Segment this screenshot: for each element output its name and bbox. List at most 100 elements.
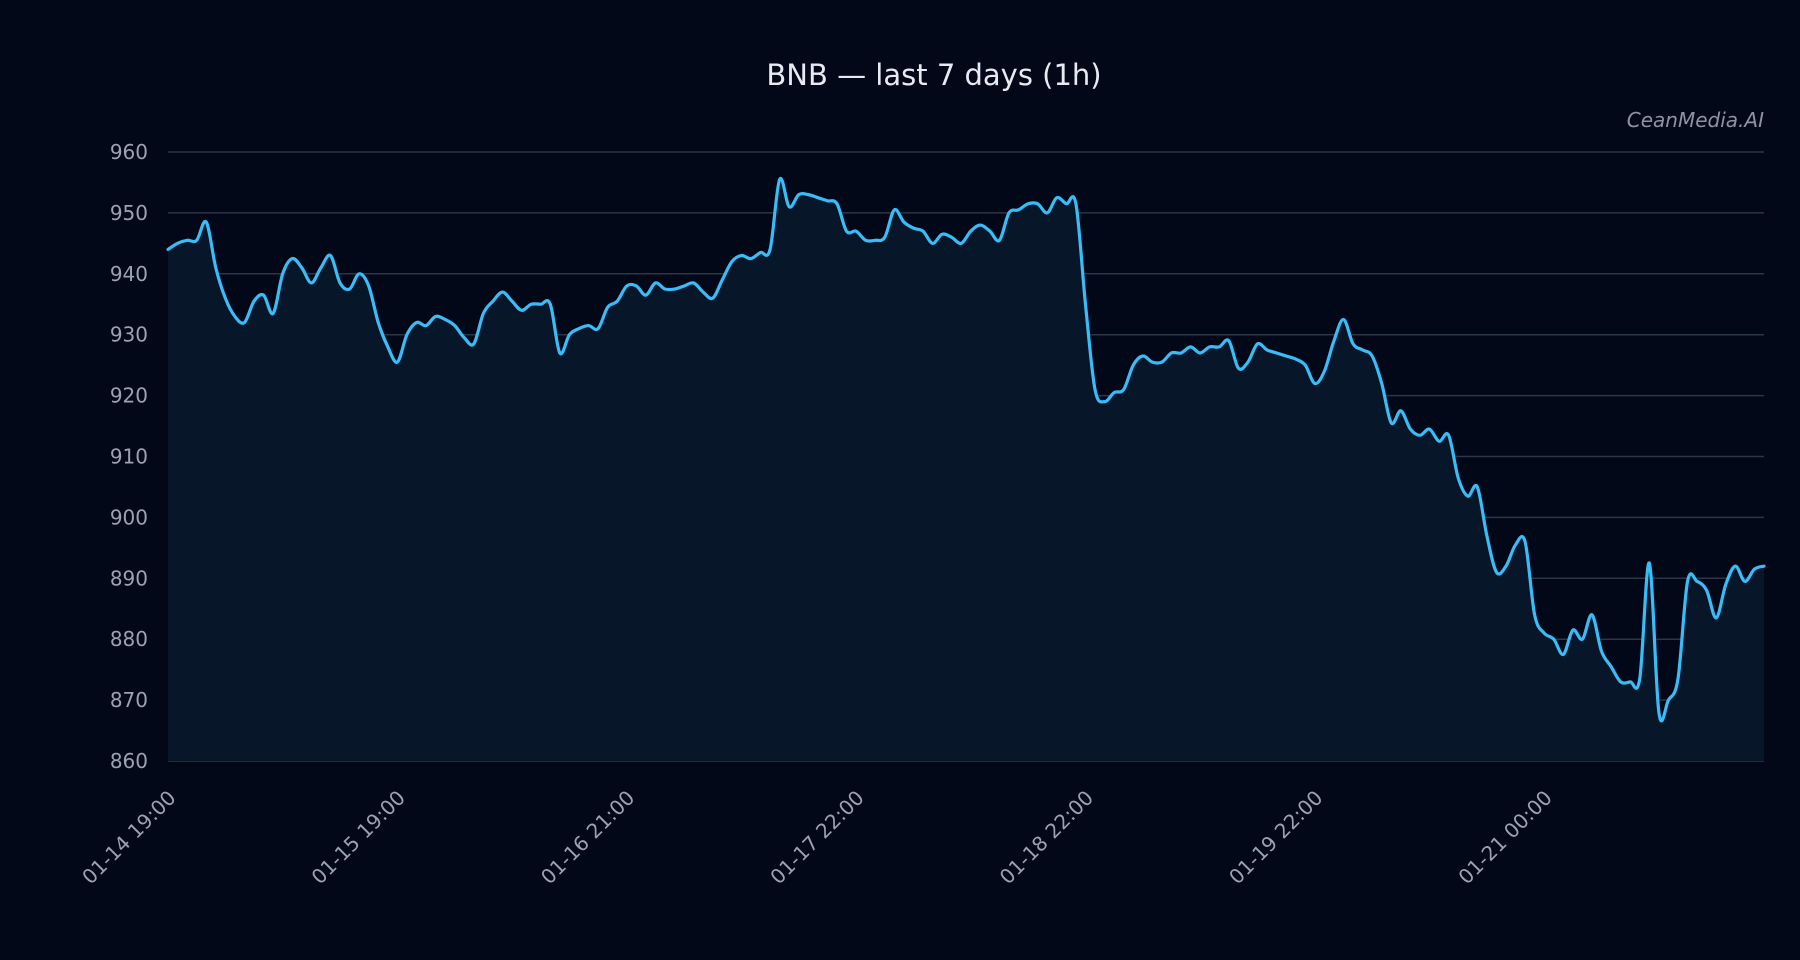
data-point <box>1639 678 1640 679</box>
data-point <box>454 325 455 326</box>
data-point <box>435 316 436 317</box>
data-point <box>1018 209 1019 210</box>
data-point <box>406 334 407 335</box>
data-point <box>1142 355 1143 356</box>
data-point <box>1496 572 1497 573</box>
data-point <box>187 240 188 241</box>
price-series <box>166 176 1766 761</box>
data-point <box>492 301 493 302</box>
data-point <box>483 313 484 314</box>
data-point <box>846 231 847 232</box>
data-point <box>416 322 417 323</box>
y-tick-label: 870 <box>110 688 148 712</box>
data-point <box>196 240 197 241</box>
data-point <box>913 228 914 229</box>
data-point <box>1123 389 1124 390</box>
data-point <box>1697 581 1698 582</box>
data-point <box>397 362 398 363</box>
chart-title: BNB — last 7 days (1h) <box>766 58 1101 92</box>
data-point <box>1343 319 1344 320</box>
data-point <box>1477 486 1478 487</box>
data-point <box>425 325 426 326</box>
data-point <box>1744 581 1745 582</box>
data-point <box>263 295 264 296</box>
data-point <box>1161 362 1162 363</box>
data-point <box>1553 639 1554 640</box>
data-point <box>1209 346 1210 347</box>
data-point <box>1085 304 1086 305</box>
data-point <box>894 209 895 210</box>
data-point <box>330 255 331 256</box>
data-point <box>1152 362 1153 363</box>
data-point <box>273 313 274 314</box>
data-point <box>645 295 646 296</box>
data-point <box>1008 212 1009 213</box>
data-point <box>1180 352 1181 353</box>
data-point <box>588 325 589 326</box>
data-point <box>1649 562 1650 563</box>
data-point <box>769 249 770 250</box>
data-point <box>1486 535 1487 536</box>
data-point <box>1075 203 1076 204</box>
data-point <box>1677 678 1678 679</box>
data-point <box>234 316 235 317</box>
data-point <box>1763 566 1764 567</box>
data-point <box>731 261 732 262</box>
data-point <box>942 234 943 235</box>
data-point <box>1219 346 1220 347</box>
data-point <box>875 240 876 241</box>
data-point <box>1200 352 1201 353</box>
data-point <box>1620 681 1621 682</box>
data-point <box>1056 197 1057 198</box>
data-point <box>531 304 532 305</box>
data-point <box>655 282 656 283</box>
data-point <box>1630 681 1631 682</box>
data-point <box>1610 666 1611 667</box>
data-point <box>922 231 923 232</box>
data-point <box>999 240 1000 241</box>
data-point <box>1438 441 1439 442</box>
data-point <box>1047 212 1048 213</box>
watermark-text: CeanMedia.AI <box>1627 108 1764 132</box>
data-point <box>1706 590 1707 591</box>
data-point <box>1391 422 1392 423</box>
data-point <box>339 282 340 283</box>
data-point <box>502 291 503 292</box>
x-tick-label: 01-15 19:00 <box>307 786 410 889</box>
x-tick-label: 01-14 19:00 <box>77 786 180 889</box>
data-point <box>215 267 216 268</box>
x-tick-label: 01-18 22:00 <box>995 786 1098 889</box>
data-point <box>779 179 780 180</box>
data-point <box>1725 584 1726 585</box>
y-tick-label: 920 <box>110 384 148 408</box>
data-point <box>1544 633 1545 634</box>
data-point <box>693 282 694 283</box>
data-point <box>540 304 541 305</box>
data-point <box>1324 371 1325 372</box>
data-point <box>970 231 971 232</box>
data-point <box>1467 495 1468 496</box>
data-point <box>1266 349 1267 350</box>
data-point <box>177 243 178 244</box>
data-point <box>1534 614 1535 615</box>
data-point <box>1372 355 1373 356</box>
data-point <box>349 288 350 289</box>
data-point <box>1591 614 1592 615</box>
data-point <box>1582 639 1583 640</box>
data-point <box>961 243 962 244</box>
data-point <box>473 343 474 344</box>
data-point <box>1735 566 1736 567</box>
y-tick-label: 910 <box>110 445 148 469</box>
data-point <box>827 200 828 201</box>
data-point <box>1668 700 1669 701</box>
data-point <box>760 252 761 253</box>
data-point <box>368 285 369 286</box>
data-point <box>989 231 990 232</box>
data-point <box>636 285 637 286</box>
data-point <box>206 221 207 222</box>
data-point <box>1104 401 1105 402</box>
data-point <box>1028 203 1029 204</box>
data-point <box>865 240 866 241</box>
data-point <box>607 307 608 308</box>
